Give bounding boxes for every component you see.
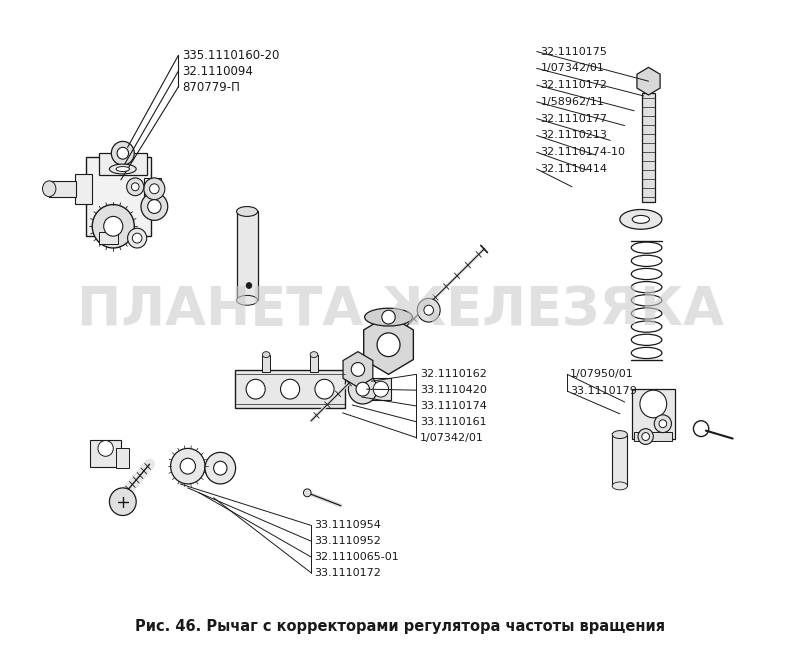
Bar bbox=[50, 181, 76, 197]
Text: ПЛАНЕТА ЖЕЛЕЗЯКА: ПЛАНЕТА ЖЕЛЕЗЯКА bbox=[77, 284, 723, 336]
Circle shape bbox=[642, 433, 650, 441]
Text: 335.1110160-20: 335.1110160-20 bbox=[182, 49, 279, 62]
Bar bbox=[370, 378, 391, 400]
Circle shape bbox=[104, 216, 123, 236]
Polygon shape bbox=[343, 352, 373, 387]
Text: 32.1110175: 32.1110175 bbox=[541, 47, 607, 57]
Text: 32.1110213: 32.1110213 bbox=[541, 131, 607, 140]
Circle shape bbox=[127, 228, 146, 248]
Text: 32.1110172: 32.1110172 bbox=[541, 80, 607, 90]
Bar bbox=[90, 439, 121, 467]
Ellipse shape bbox=[632, 215, 650, 224]
Bar bbox=[235, 370, 345, 408]
Circle shape bbox=[356, 382, 370, 396]
Polygon shape bbox=[364, 315, 414, 374]
Text: 33.1110172: 33.1110172 bbox=[314, 568, 381, 578]
Circle shape bbox=[150, 184, 159, 194]
Text: 33.1110174: 33.1110174 bbox=[420, 401, 487, 411]
Bar bbox=[99, 153, 146, 175]
Circle shape bbox=[98, 441, 114, 456]
Text: 1/07950/01: 1/07950/01 bbox=[570, 369, 634, 380]
Circle shape bbox=[205, 452, 235, 484]
Circle shape bbox=[281, 380, 300, 399]
Text: 33.1110161: 33.1110161 bbox=[420, 417, 486, 427]
Circle shape bbox=[144, 178, 165, 200]
Circle shape bbox=[351, 363, 365, 376]
Circle shape bbox=[659, 420, 666, 428]
Circle shape bbox=[638, 428, 654, 445]
Bar bbox=[99, 232, 118, 244]
Ellipse shape bbox=[365, 308, 413, 326]
Ellipse shape bbox=[310, 352, 318, 358]
Circle shape bbox=[374, 382, 389, 397]
Bar bbox=[634, 432, 673, 441]
Ellipse shape bbox=[237, 207, 258, 216]
Circle shape bbox=[131, 183, 139, 190]
Circle shape bbox=[418, 298, 440, 322]
Bar bbox=[75, 174, 92, 203]
Ellipse shape bbox=[110, 164, 136, 174]
Text: 32.1110065-01: 32.1110065-01 bbox=[314, 552, 398, 562]
Bar bbox=[310, 355, 318, 372]
Circle shape bbox=[382, 310, 395, 324]
Circle shape bbox=[640, 390, 666, 418]
Text: 32.1110414: 32.1110414 bbox=[541, 164, 607, 174]
Bar bbox=[632, 389, 675, 439]
Circle shape bbox=[424, 306, 434, 315]
Circle shape bbox=[170, 448, 205, 484]
Circle shape bbox=[148, 200, 161, 213]
Ellipse shape bbox=[42, 181, 56, 197]
Circle shape bbox=[246, 283, 252, 289]
Ellipse shape bbox=[116, 166, 130, 172]
Text: 32.1110177: 32.1110177 bbox=[541, 114, 607, 124]
Circle shape bbox=[141, 192, 168, 220]
Circle shape bbox=[132, 233, 142, 243]
Ellipse shape bbox=[262, 352, 270, 358]
Circle shape bbox=[92, 205, 134, 248]
Circle shape bbox=[214, 462, 227, 475]
Text: 33.1110179: 33.1110179 bbox=[570, 386, 637, 396]
Circle shape bbox=[348, 374, 377, 404]
Circle shape bbox=[377, 333, 400, 357]
Text: 33.1110420: 33.1110420 bbox=[420, 385, 487, 395]
Text: 33.1110952: 33.1110952 bbox=[314, 536, 381, 546]
Bar bbox=[144, 178, 161, 215]
Circle shape bbox=[246, 380, 266, 399]
Bar bbox=[116, 448, 130, 468]
Text: 33.1110954: 33.1110954 bbox=[314, 521, 381, 530]
Circle shape bbox=[303, 489, 311, 497]
Text: 32.1110174-10: 32.1110174-10 bbox=[541, 148, 626, 157]
Text: 1/07342/01: 1/07342/01 bbox=[420, 432, 484, 443]
Text: 1/58962/11: 1/58962/11 bbox=[541, 97, 604, 107]
Circle shape bbox=[110, 488, 136, 515]
Polygon shape bbox=[637, 68, 660, 95]
Text: 32.1110162: 32.1110162 bbox=[420, 369, 487, 380]
Circle shape bbox=[111, 142, 134, 165]
Bar bbox=[612, 435, 627, 486]
Bar bbox=[642, 93, 655, 202]
Circle shape bbox=[654, 415, 671, 433]
Text: 1/07342/01: 1/07342/01 bbox=[541, 63, 604, 73]
Circle shape bbox=[117, 148, 129, 159]
Bar bbox=[237, 211, 258, 300]
Ellipse shape bbox=[612, 431, 627, 439]
Circle shape bbox=[315, 380, 334, 399]
Text: 870779-П: 870779-П bbox=[182, 81, 240, 94]
Text: Рис. 46. Рычаг с корректорами регулятора частоты вращения: Рис. 46. Рычаг с корректорами регулятора… bbox=[135, 619, 665, 634]
Circle shape bbox=[126, 178, 144, 196]
Ellipse shape bbox=[237, 295, 258, 306]
Bar bbox=[262, 355, 270, 372]
Ellipse shape bbox=[612, 482, 627, 490]
Ellipse shape bbox=[620, 209, 662, 229]
Text: 32.1110094: 32.1110094 bbox=[182, 65, 253, 78]
Bar bbox=[86, 157, 150, 236]
Circle shape bbox=[180, 458, 195, 474]
